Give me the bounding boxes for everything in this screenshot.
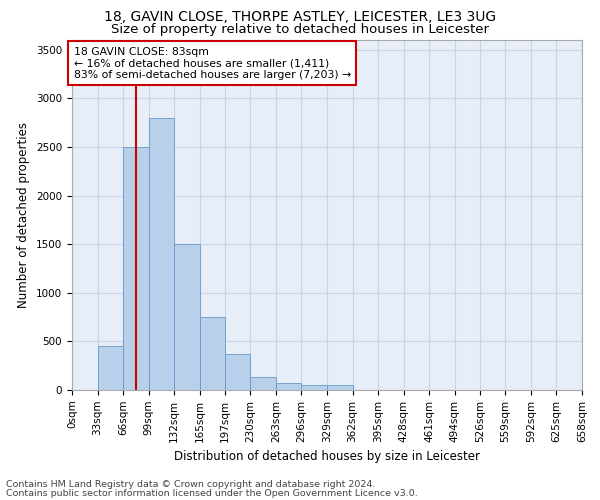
- Text: Contains HM Land Registry data © Crown copyright and database right 2024.: Contains HM Land Registry data © Crown c…: [6, 480, 376, 489]
- Bar: [175, 244, 200, 390]
- Bar: [123, 147, 149, 390]
- Text: Contains public sector information licensed under the Open Government Licence v3: Contains public sector information licen…: [6, 489, 418, 498]
- Bar: [200, 317, 224, 390]
- Y-axis label: Number of detached properties: Number of detached properties: [17, 122, 31, 308]
- Bar: [327, 385, 353, 390]
- X-axis label: Distribution of detached houses by size in Leicester: Distribution of detached houses by size …: [174, 450, 480, 463]
- Bar: [301, 384, 327, 390]
- Bar: [224, 354, 250, 390]
- Text: 18, GAVIN CLOSE, THORPE ASTLEY, LEICESTER, LE3 3UG: 18, GAVIN CLOSE, THORPE ASTLEY, LEICESTE…: [104, 10, 496, 24]
- Bar: [276, 382, 301, 390]
- Bar: [149, 118, 175, 390]
- Bar: [98, 346, 123, 390]
- Text: 18 GAVIN CLOSE: 83sqm
← 16% of detached houses are smaller (1,411)
83% of semi-d: 18 GAVIN CLOSE: 83sqm ← 16% of detached …: [74, 47, 351, 80]
- Text: Size of property relative to detached houses in Leicester: Size of property relative to detached ho…: [111, 22, 489, 36]
- Bar: [250, 378, 276, 390]
